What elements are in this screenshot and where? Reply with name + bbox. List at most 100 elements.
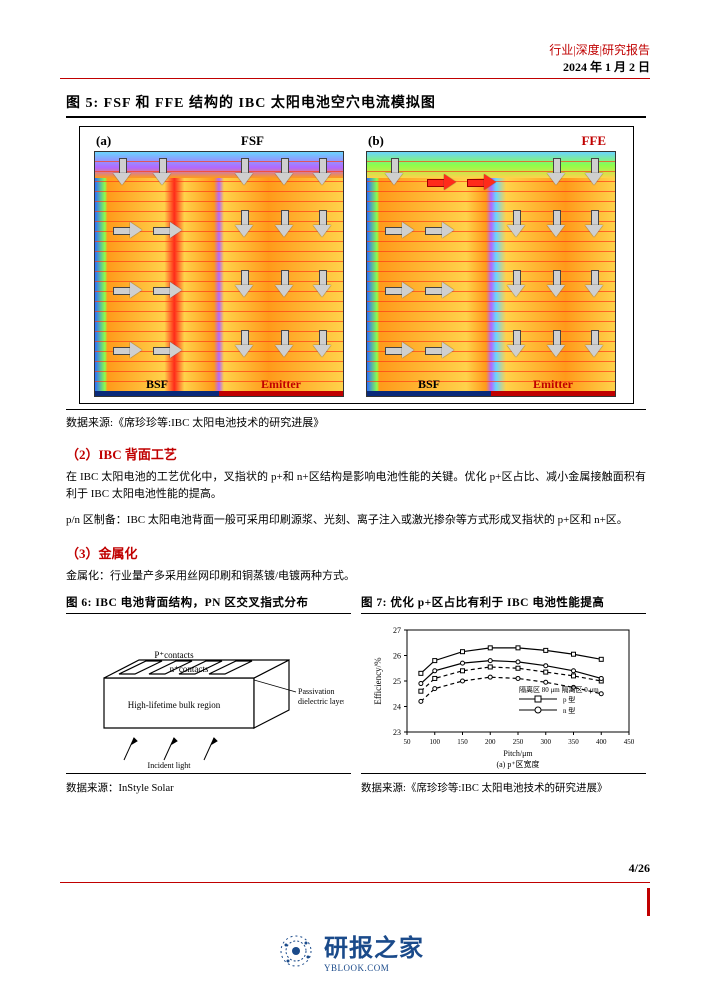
bsf-label: BSF [367,377,491,392]
arrow-down-icon [313,210,331,238]
passivation-label1: Passivation [298,687,334,696]
arrow-right-icon [153,222,183,238]
arrow-right-icon [425,282,455,298]
fig5-figure: (a) FSF [79,126,634,404]
header-date: 2024 年 1 月 2 日 [549,59,650,76]
fig7-caption: 数据来源:《席珍珍等:IBC 太阳电池技术的研究进展》 [361,780,646,795]
bsf-label: BSF [95,377,219,392]
arrow-down-icon [547,330,565,358]
svg-text:27: 27 [393,626,401,635]
arrow-down-icon [585,158,603,186]
svg-text:50: 50 [403,738,411,746]
fig67-row: 图 6: IBC 电池背面结构，PN 区交叉指式分布 [66,594,646,795]
fig5-a-bottom-bar [95,391,343,396]
svg-text:Pitch/μm: Pitch/μm [503,749,533,758]
n-contacts-label: n⁺contacts [169,664,208,674]
arrow-right-icon [385,342,415,358]
fig5-b-bottom-bar [367,391,615,396]
arrow-down-icon [547,210,565,238]
fig7-title: 图 7: 优化 p+区占比有利于 IBC 电池性能提高 [361,594,646,610]
logo-icon [278,933,314,969]
fig5-b-bottom-labels: BSF Emitter [367,377,615,392]
arrow-down-icon [547,270,565,298]
fig5-a-tag: FSF [241,133,264,149]
svg-text:Efficiency/%: Efficiency/% [373,657,383,705]
content-area: 图 5: FSF 和 FFE 结构的 IBC 太阳电池空穴电流模拟图 (a) F… [66,92,646,795]
arrow-down-icon [547,158,565,186]
arrow-down-icon [235,158,253,186]
arrow-right-icon [425,342,455,358]
passivation-label2: dielectric layer [298,697,344,706]
fig5-rule [66,116,646,118]
fig5-a-stripes [95,152,343,396]
emitter-label: Emitter [219,377,343,392]
fig6-diagram3capt: P⁺contacts n⁺contacts High-lifetime bulk… [74,620,344,770]
arrow-down-icon [313,330,331,358]
arrow-down-icon [385,158,403,186]
page-number-stub [647,888,650,916]
bsf-bar [95,391,219,396]
arrow-down-icon [275,158,293,186]
sec3-para1: 金属化：行业量产多采用丝网印刷和铜蒸镀/电镀两种方式。 [66,568,646,586]
fig6-col: 图 6: IBC 电池背面结构，PN 区交叉指式分布 [66,594,351,795]
fig7-chart: 232425262750100150200250300350400450Effi… [369,620,639,770]
sec2-heading: （2）IBC 背面工艺 [66,444,646,463]
fig7-rule [361,613,646,614]
arrow-red-right-icon [467,174,497,190]
arrow-right-icon [113,342,143,358]
arrow-right-icon [113,282,143,298]
svg-text:150: 150 [457,738,468,746]
logo-sub: YBLOOK.COM [324,963,424,973]
arrow-down-icon [153,158,171,186]
logo-brand: 研报之家 [324,928,424,963]
arrow-down-icon [585,270,603,298]
fig5-panel-b-label: (b) FFE [366,133,618,149]
arrow-right-icon [153,342,183,358]
fig5-b-tag: FFE [581,133,606,149]
fig5-a-bottom-labels: BSF Emitter [95,377,343,392]
fig6-bottom-rule [66,773,351,774]
sec3-heading: （3）金属化 [66,543,646,562]
arrow-down-icon [585,210,603,238]
fig5-b-box: BSF Emitter [366,151,616,397]
page-number-rule [60,882,650,883]
fig5-a-box: BSF Emitter [94,151,344,397]
arrow-right-icon [385,282,415,298]
svg-text:400: 400 [596,738,607,746]
arrow-down-icon [235,210,253,238]
sec2-para2: p/n 区制备：IBC 太阳电池背面一般可采用印刷源浆、光刻、离子注入或激光掺杂… [66,512,646,530]
svg-text:350: 350 [568,738,579,746]
sec2-para1: 在 IBC 太阳电池的工艺优化中，叉指状的 p+和 n+区结构是影响电池性能的关… [66,469,646,504]
p-contacts-label: P⁺contacts [154,650,194,660]
svg-text:450: 450 [623,738,634,746]
emitter-bar [491,391,615,396]
fig6-caption: 数据来源：InStyle Solar [66,780,351,795]
fig5-caption: 数据来源:《席珍珍等:IBC 太阳电池技术的研究进展》 [66,414,646,430]
fig7-bottom-rule [361,773,646,774]
arrow-down-icon [235,330,253,358]
page-number: 4/26 [629,861,650,876]
arrow-right-icon [425,222,455,238]
header-rule [60,78,650,79]
emitter-label: Emitter [491,377,615,392]
fig5-caption-rule [66,409,646,410]
arrow-down-icon [507,330,525,358]
svg-text:25: 25 [393,677,401,686]
arrow-down-icon [585,330,603,358]
arrow-down-icon [507,270,525,298]
emitter-bar [219,391,343,396]
svg-text:26: 26 [393,651,401,660]
svg-text:n 型: n 型 [563,706,575,715]
svg-text:23: 23 [393,728,401,737]
svg-text:隔离区 80 μm 隔离区 0 μm: 隔离区 80 μm 隔离区 0 μm [519,685,599,694]
arrow-red-right-icon [427,174,457,190]
fig6-title: 图 6: IBC 电池背面结构，PN 区交叉指式分布 [66,594,351,610]
svg-text:24: 24 [393,702,401,711]
arrow-down-icon [313,270,331,298]
page: 行业|深度|研究报告 2024 年 1 月 2 日 图 5: FSF 和 FFE… [0,0,702,991]
fig5-panel-a-label: (a) FSF [94,133,346,149]
fig5-title: 图 5: FSF 和 FFE 结构的 IBC 太阳电池空穴电流模拟图 [66,92,646,112]
svg-text:(a) p⁺区宽度: (a) p⁺区宽度 [496,759,539,769]
fig5-panel-b: (b) FFE [366,133,618,397]
svg-text:p 型: p 型 [563,695,575,704]
